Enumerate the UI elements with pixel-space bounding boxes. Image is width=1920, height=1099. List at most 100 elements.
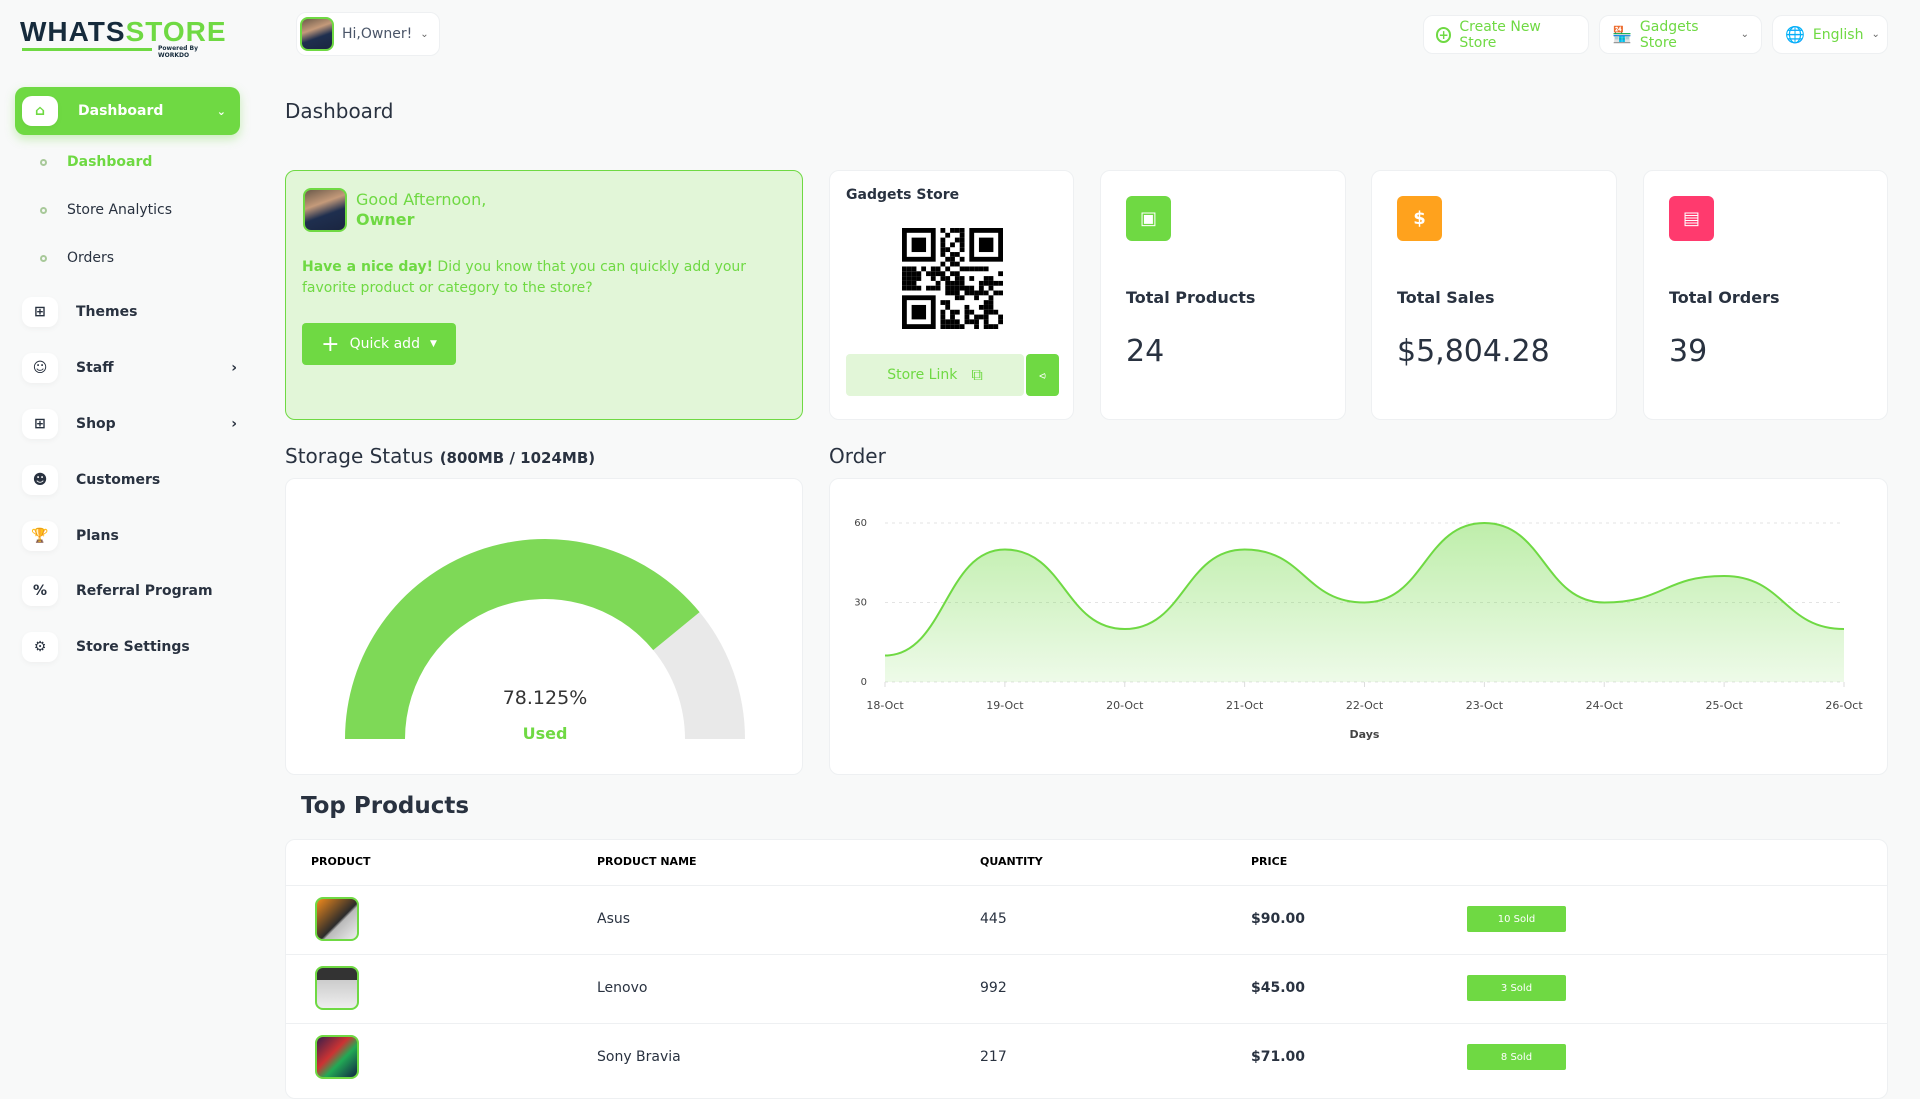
share-button[interactable]: ⪦ bbox=[1026, 354, 1059, 396]
trophy-icon: 🏆 bbox=[22, 521, 58, 551]
product-price: $90.00 bbox=[1251, 911, 1306, 927]
qr-module bbox=[993, 290, 999, 296]
sidebar-item-shop[interactable]: ⊞ Shop › bbox=[22, 408, 237, 440]
qr-module bbox=[964, 266, 970, 272]
grid-icon: ⊞ bbox=[22, 297, 58, 327]
sidebar-item-referral-program[interactable]: % Referral Program bbox=[22, 575, 237, 607]
table-row[interactable]: Sony Bravia 217 $71.00 8 Sold bbox=[286, 1023, 1887, 1092]
qr-module bbox=[969, 266, 975, 272]
qr-module bbox=[950, 252, 955, 257]
store-link-button[interactable]: Store Link ⧉ bbox=[846, 354, 1024, 396]
qr-module bbox=[926, 271, 931, 277]
qr-module bbox=[911, 276, 917, 281]
sold-badge: 3 Sold bbox=[1467, 975, 1566, 1001]
qr-module bbox=[935, 280, 941, 286]
qr-module bbox=[988, 300, 994, 305]
qr-module bbox=[950, 261, 955, 267]
qr-module bbox=[916, 276, 922, 281]
sidebar-item-store-settings[interactable]: ⚙ Store Settings bbox=[22, 631, 237, 663]
qr-module bbox=[935, 285, 941, 291]
sidebar-sub-label: Orders bbox=[67, 250, 115, 266]
sidebar-item-customers[interactable]: ☻ Customers bbox=[22, 464, 237, 496]
page-title: Dashboard bbox=[285, 99, 394, 123]
plus-circle-icon: + bbox=[1436, 26, 1452, 43]
series-line bbox=[884, 521, 1845, 657]
qr-module bbox=[940, 309, 946, 315]
qr-module bbox=[930, 266, 936, 272]
qr-module bbox=[993, 324, 999, 329]
product-name: Sony Bravia bbox=[597, 1049, 681, 1065]
qr-code[interactable] bbox=[902, 228, 1003, 329]
sidebar-sub-dashboard[interactable]: Dashboard bbox=[40, 154, 152, 170]
storage-card: 78.125% Used bbox=[285, 478, 803, 775]
sidebar-item-label: Plans bbox=[76, 528, 119, 544]
qr-module bbox=[950, 228, 955, 233]
qr-module bbox=[935, 271, 941, 277]
qr-module bbox=[954, 295, 960, 301]
qr-module bbox=[954, 319, 960, 325]
quick-add-label: Quick add bbox=[349, 336, 420, 352]
create-store-button[interactable]: + Create New Store bbox=[1423, 15, 1589, 54]
gauge-free-arc bbox=[653, 612, 745, 739]
qr-module bbox=[959, 285, 965, 291]
sidebar-item-themes[interactable]: ⊞ Themes bbox=[22, 296, 237, 328]
qr-module bbox=[993, 309, 999, 315]
qr-module bbox=[954, 271, 960, 277]
top-products-table bbox=[285, 839, 1888, 1099]
order-chart: 0 30 60 18-Oct 19-Oct 20-Oct 21-Oct 22-Oct 23-Oc… bbox=[854, 518, 1863, 741]
file-icon: ▤ bbox=[1669, 196, 1714, 241]
box-icon: ▣ bbox=[1126, 196, 1171, 241]
qr-module bbox=[998, 280, 1003, 286]
row-divider bbox=[286, 885, 1887, 886]
qr-module bbox=[964, 319, 970, 325]
qr-finder bbox=[902, 228, 936, 262]
user-greeting: Hi,Owner! bbox=[342, 26, 413, 42]
plus-icon: + bbox=[321, 331, 340, 357]
create-store-label: Create New Store bbox=[1459, 18, 1541, 51]
language-select[interactable]: 🌐 English ⌄ bbox=[1772, 15, 1888, 54]
table-row[interactable]: Lenovo 992 $45.00 3 Sold bbox=[286, 954, 1887, 1023]
welcome-greeting: Good Afternoon, Owner bbox=[356, 190, 486, 230]
qr-module bbox=[906, 280, 912, 286]
row-divider bbox=[286, 1023, 1887, 1024]
product-name: Lenovo bbox=[597, 980, 648, 996]
sidebar-sub-orders[interactable]: Orders bbox=[40, 250, 114, 266]
sidebar-item-staff[interactable]: ☺ Staff › bbox=[22, 352, 237, 384]
qr-module bbox=[988, 276, 994, 281]
qr-module bbox=[911, 271, 917, 277]
users-icon: ☺ bbox=[22, 353, 58, 383]
qr-module bbox=[983, 276, 989, 281]
quick-add-button[interactable]: + Quick add ▼ bbox=[302, 323, 456, 365]
sidebar-item-plans[interactable]: 🏆 Plans bbox=[22, 520, 237, 552]
sold-badge: 10 Sold bbox=[1467, 906, 1566, 932]
table-row[interactable]: Asus 445 $90.00 10 Sold bbox=[286, 885, 1887, 954]
welcome-bold: Have a nice day! bbox=[302, 259, 433, 275]
brand-logo[interactable]: WHATSSTORE Powered By WORKDO bbox=[20, 16, 226, 59]
qr-module bbox=[945, 266, 951, 272]
store-select[interactable]: 🏪 Gadgets Store ⌄ bbox=[1599, 15, 1762, 54]
qr-module bbox=[940, 319, 946, 325]
stat-title: Total Products bbox=[1126, 288, 1256, 307]
qr-finder bbox=[969, 228, 1003, 262]
qr-module bbox=[911, 266, 917, 272]
qr-module bbox=[950, 285, 955, 291]
qr-module bbox=[954, 261, 960, 267]
qr-module bbox=[983, 280, 989, 286]
sidebar-sub-store-analytics[interactable]: Store Analytics bbox=[40, 202, 172, 218]
sidebar-item-dashboard[interactable]: ⌂ Dashboard ⌄ bbox=[15, 87, 240, 135]
avatar bbox=[303, 188, 347, 232]
x-tick-label: 25-Oct bbox=[1705, 699, 1743, 712]
qr-module bbox=[945, 280, 951, 286]
qr-module bbox=[964, 304, 970, 310]
sidebar-item-label: Themes bbox=[76, 304, 138, 320]
qr-module bbox=[940, 276, 946, 281]
product-price: $45.00 bbox=[1251, 980, 1306, 996]
qr-module bbox=[954, 252, 960, 257]
qr-module bbox=[916, 285, 922, 291]
qr-module bbox=[926, 285, 931, 291]
sidebar-sub-label: Dashboard bbox=[67, 154, 153, 170]
user-menu[interactable]: Hi,Owner! ⌄ bbox=[296, 12, 440, 56]
qr-module bbox=[945, 319, 951, 325]
qr-module bbox=[959, 237, 965, 243]
qr-module bbox=[978, 280, 984, 286]
